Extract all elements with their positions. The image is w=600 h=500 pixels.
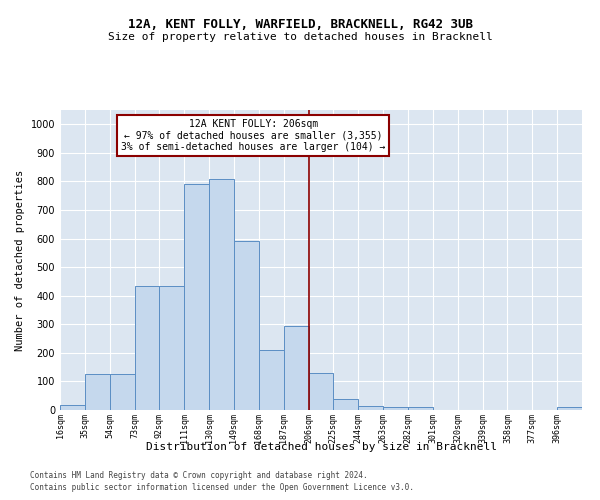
Text: 12A, KENT FOLLY, WARFIELD, BRACKNELL, RG42 3UB: 12A, KENT FOLLY, WARFIELD, BRACKNELL, RG… xyxy=(128,18,473,30)
Text: Contains public sector information licensed under the Open Government Licence v3: Contains public sector information licen… xyxy=(30,484,414,492)
Bar xyxy=(85,374,110,410)
Bar xyxy=(134,286,160,410)
Bar xyxy=(60,406,85,410)
Bar xyxy=(408,407,433,410)
Bar xyxy=(358,406,383,410)
Bar xyxy=(184,184,209,410)
Bar xyxy=(284,326,308,410)
Bar xyxy=(334,398,358,410)
Bar xyxy=(308,374,334,410)
Bar xyxy=(234,242,259,410)
Text: Contains HM Land Registry data © Crown copyright and database right 2024.: Contains HM Land Registry data © Crown c… xyxy=(30,471,368,480)
Bar xyxy=(383,407,408,410)
Bar xyxy=(209,179,234,410)
Bar xyxy=(110,374,134,410)
Text: Distribution of detached houses by size in Bracknell: Distribution of detached houses by size … xyxy=(146,442,497,452)
Text: 12A KENT FOLLY: 206sqm
← 97% of detached houses are smaller (3,355)
3% of semi-d: 12A KENT FOLLY: 206sqm ← 97% of detached… xyxy=(121,119,385,152)
Bar xyxy=(557,407,582,410)
Y-axis label: Number of detached properties: Number of detached properties xyxy=(15,170,25,350)
Bar xyxy=(160,286,184,410)
Bar xyxy=(259,350,284,410)
Text: Size of property relative to detached houses in Bracknell: Size of property relative to detached ho… xyxy=(107,32,493,42)
